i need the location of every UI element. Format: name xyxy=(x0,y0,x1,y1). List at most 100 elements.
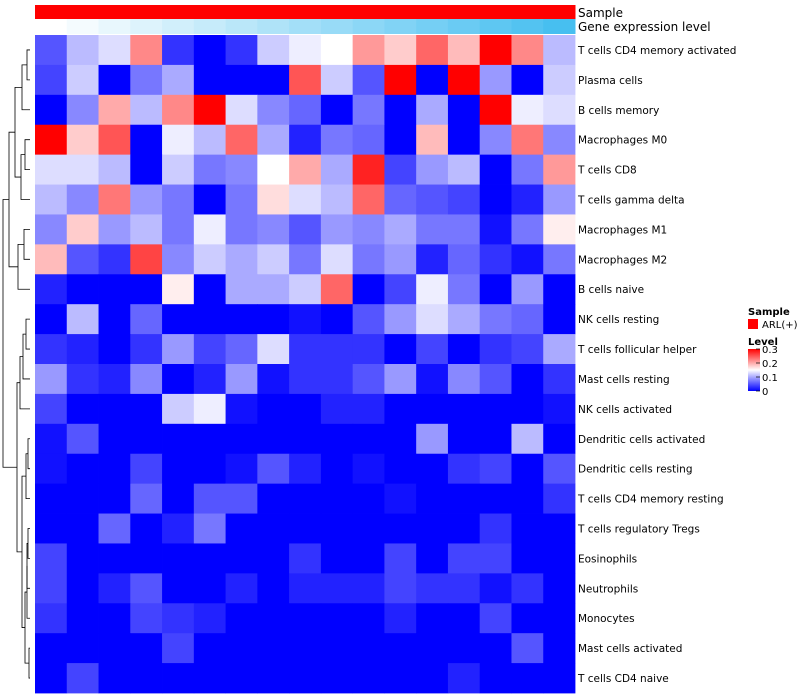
heatmap-cell xyxy=(352,94,385,126)
heatmap-cell xyxy=(193,603,226,634)
annotation-sample-cell xyxy=(543,5,576,19)
heatmap-cell xyxy=(320,543,354,574)
heatmap-cell xyxy=(511,244,544,275)
heatmap-cell xyxy=(66,304,99,335)
heatmap-cell xyxy=(320,513,354,544)
heatmap-cell xyxy=(289,274,322,305)
heatmap-cell xyxy=(162,543,195,574)
heatmap-cell xyxy=(479,603,512,634)
heatmap-cell xyxy=(289,334,322,365)
heatmap-cell xyxy=(225,603,258,634)
heatmap-cell xyxy=(225,364,258,395)
heatmap-cell xyxy=(289,483,322,514)
heatmap-cell xyxy=(352,184,385,215)
annotation-sample-cell xyxy=(479,5,512,19)
heatmap-cell xyxy=(35,483,68,514)
heatmap-cell xyxy=(35,633,68,664)
heatmap-cell xyxy=(447,304,481,335)
heatmap-cell xyxy=(130,513,163,544)
heatmap-cell xyxy=(416,214,449,245)
heatmap-cell xyxy=(98,184,131,215)
heatmap-cell xyxy=(543,274,576,305)
heatmap-cell xyxy=(384,483,417,514)
heatmap-cell xyxy=(162,633,195,664)
heatmap-cell xyxy=(543,663,576,694)
heatmap-cell xyxy=(35,244,68,275)
heatmap-cell xyxy=(320,423,354,455)
heatmap-cell xyxy=(320,483,354,514)
heatmap-cell xyxy=(130,214,163,245)
heatmap-cell xyxy=(384,154,417,185)
heatmap-cell xyxy=(447,184,481,215)
heatmap-cell xyxy=(162,513,195,544)
heatmap-cell xyxy=(416,573,449,604)
heatmap-cell xyxy=(193,364,226,395)
heatmap-cell xyxy=(543,513,576,544)
heatmap-cell xyxy=(98,244,131,275)
heatmap-cell xyxy=(162,154,195,185)
heatmap-cell xyxy=(384,214,417,245)
heatmap-cell xyxy=(130,423,163,455)
heatmap-cell xyxy=(416,35,449,66)
row-label: T cells follicular helper xyxy=(577,344,697,356)
row-label: Mast cells resting xyxy=(578,374,670,386)
annotation-label-gene-expression: Gene expression level xyxy=(578,20,711,34)
annotation-sample-cell xyxy=(289,5,322,19)
legend-level-ticks: 0.3 0.2 0.1 0 xyxy=(756,345,778,398)
annotation-expression-cell xyxy=(543,19,576,34)
heatmap-cell xyxy=(384,573,417,604)
row-label: NK cells activated xyxy=(578,404,672,416)
heatmap-cell xyxy=(416,453,449,485)
heatmap-cell xyxy=(511,513,544,544)
heatmap-cell xyxy=(384,423,417,455)
heatmap-cell xyxy=(35,453,68,485)
dendrogram-branch xyxy=(8,131,18,268)
heatmap-cell xyxy=(384,94,417,126)
heatmap-cell xyxy=(225,124,258,156)
heatmap-cell xyxy=(352,483,385,514)
heatmap-cell xyxy=(35,334,68,365)
heatmap-cell xyxy=(130,633,163,664)
heatmap-cell xyxy=(35,513,68,544)
heatmap-cell xyxy=(289,513,322,544)
heatmap-cell xyxy=(257,35,290,66)
heatmap-cell xyxy=(289,453,322,485)
heatmap-cell xyxy=(511,35,544,66)
heatmap-cell xyxy=(479,393,512,425)
row-label: Macrophages M0 xyxy=(578,135,667,147)
heatmap-cell xyxy=(193,633,226,664)
heatmap-cell xyxy=(384,513,417,544)
heatmap-cell xyxy=(289,423,322,455)
annotation-sample-cell xyxy=(225,5,258,19)
heatmap-cell xyxy=(447,35,481,66)
heatmap-cell xyxy=(130,274,163,305)
heatmap-cell xyxy=(352,154,385,185)
legend: Sample ARL(+) Level 0.3 0.2 0.1 0 xyxy=(748,307,798,398)
dendrogram-branch xyxy=(21,64,30,111)
heatmap-cell xyxy=(257,393,290,425)
heatmap-cell xyxy=(130,334,163,365)
annotation-sample-cell xyxy=(257,5,290,19)
heatmap-cell xyxy=(225,483,258,514)
heatmap-cell xyxy=(35,35,68,66)
heatmap-cell xyxy=(447,633,481,664)
heatmap-cell xyxy=(543,603,576,634)
heatmap-cell xyxy=(130,573,163,604)
annotation-expression-cell xyxy=(66,19,100,34)
heatmap-cell xyxy=(225,423,258,455)
heatmap-cell xyxy=(162,274,195,305)
heatmap-cell xyxy=(479,423,512,455)
heatmap-cell xyxy=(193,453,226,485)
heatmap-cell xyxy=(66,393,99,425)
heatmap-cell xyxy=(193,214,226,245)
annotation-sample-cell xyxy=(130,5,163,19)
dendrogram-branch xyxy=(25,318,30,350)
heatmap-cell xyxy=(162,453,195,485)
annotation-sample-cell xyxy=(320,5,354,19)
heatmap-cell xyxy=(225,543,258,574)
row-label: T cells CD8 xyxy=(577,165,637,177)
heatmap-cell xyxy=(511,633,544,664)
heatmap-cell xyxy=(193,124,226,156)
heatmap-cell xyxy=(66,64,99,96)
heatmap-cell xyxy=(352,364,385,395)
